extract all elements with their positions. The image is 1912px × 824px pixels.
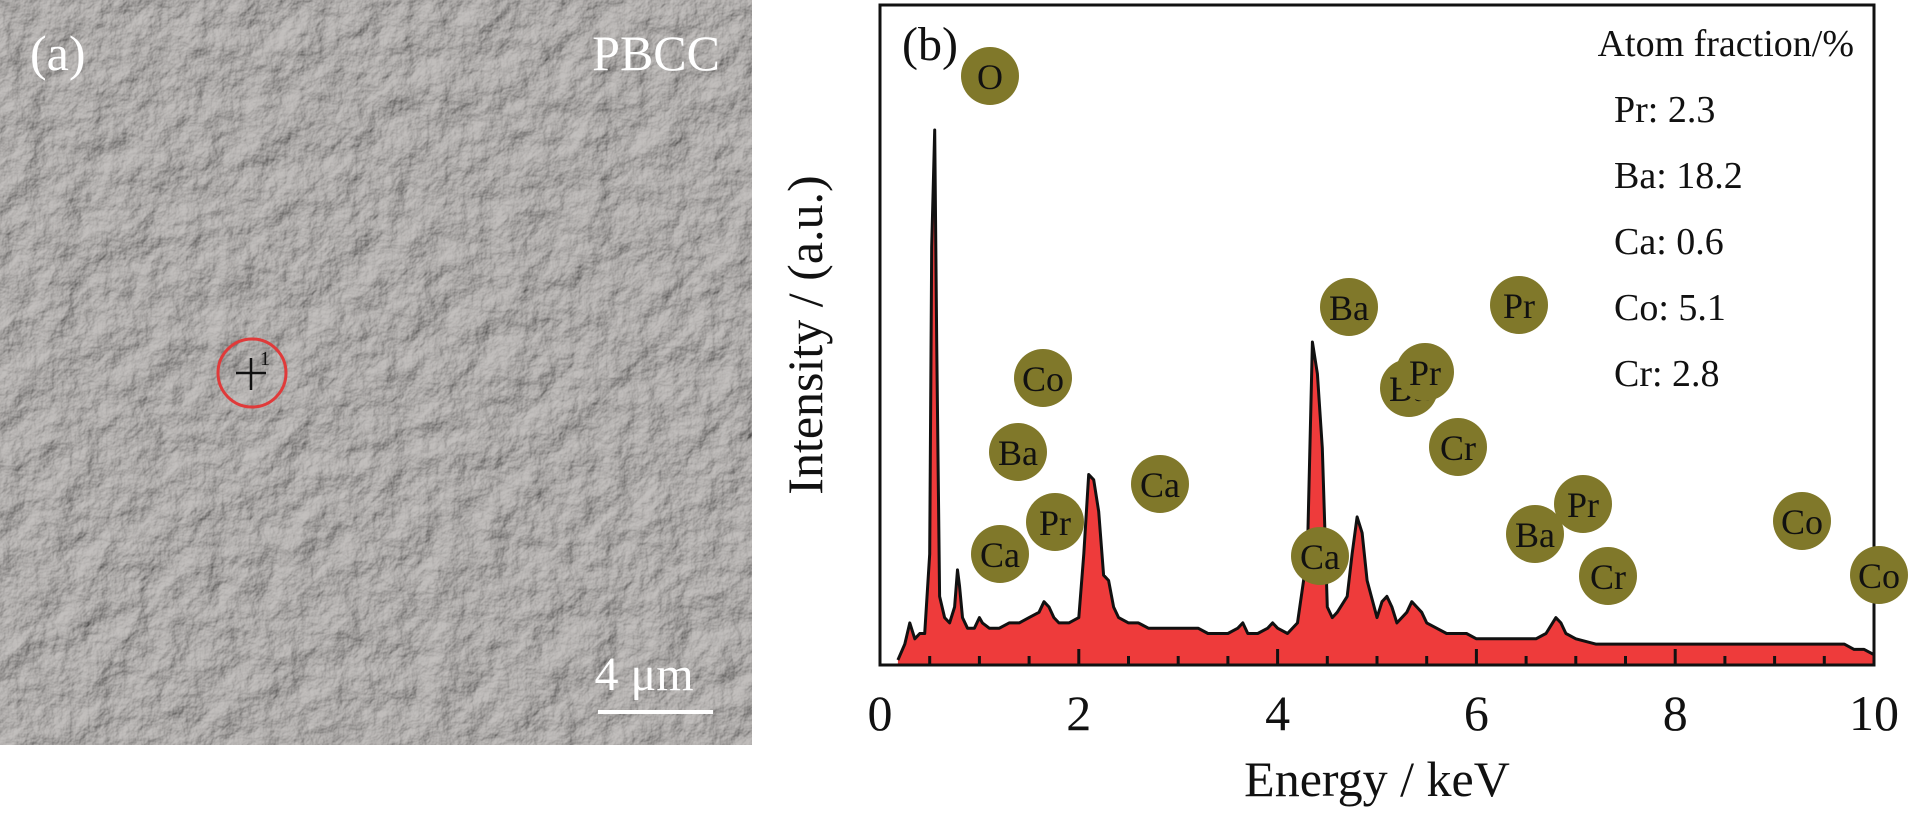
- peak-marker-ca: Ca: [1131, 455, 1189, 513]
- peak-marker-label: Ca: [1140, 465, 1180, 505]
- x-tick-label: 8: [1663, 685, 1688, 741]
- plot-frame: [878, 3, 1876, 667]
- panel-a-label: (a): [30, 25, 86, 81]
- peak-marker-circle: [1429, 418, 1487, 476]
- panel-b-label: (b): [902, 18, 958, 71]
- peak-marker-ca: Ca: [1291, 527, 1349, 585]
- sample-name: PBCC: [592, 25, 720, 81]
- peak-marker-pr: Pr: [1554, 475, 1612, 533]
- peak-marker-label: Co: [1858, 556, 1900, 596]
- peak-marker-circle: [989, 423, 1047, 481]
- y-axis-label: Intensity / (a.u.): [777, 175, 833, 494]
- peak-marker-circle: [1131, 455, 1189, 513]
- atom-fraction-annotation: Atom fraction/% Pr: 2.3 Ba: 18.2 Ca: 0.6…: [1598, 23, 1854, 395]
- peak-marker-co: Co: [1850, 546, 1908, 604]
- x-tick-label: 10: [1849, 685, 1899, 741]
- scale-bar-label: 4 μm: [594, 648, 693, 701]
- axis-ticks: 0 2 4 6 8 10: [868, 649, 1899, 741]
- peak-marker-co: Co: [1773, 492, 1831, 550]
- point-circle: [216, 337, 288, 409]
- peak-marker-label: Pr: [1039, 503, 1071, 543]
- analysis-point-marker: 1: [216, 337, 288, 409]
- peak-marker-label: Ba: [1329, 288, 1369, 328]
- peak-marker-label: Pr: [1503, 286, 1535, 326]
- annotation-title: Atom fraction/%: [1598, 23, 1854, 65]
- peak-marker-ba: Ba: [1320, 278, 1378, 336]
- peak-marker-label: O: [977, 57, 1003, 97]
- peak-marker-circle: [1396, 343, 1454, 401]
- x-axis-label: Energy / keV: [1244, 751, 1510, 807]
- peak-marker-label: Pr: [1567, 485, 1599, 525]
- x-tick-label: 2: [1066, 685, 1091, 741]
- spectrum-line: [896, 128, 1875, 661]
- annotation-line-ca: Ca: 0.6: [1614, 221, 1724, 263]
- peak-marker-label: Co: [1022, 359, 1064, 399]
- peak-marker-circle: [1014, 349, 1072, 407]
- sem-image: (a) PBCC 1 4 μm: [0, 0, 752, 745]
- peak-marker-circle: [1579, 547, 1637, 605]
- peak-marker-circle: [1320, 278, 1378, 336]
- peak-marker-circle: [1490, 276, 1548, 334]
- x-tick-label: 4: [1265, 685, 1290, 741]
- peak-marker-label: Ba: [1515, 515, 1555, 555]
- annotation-line-ba: Ba: 18.2: [1614, 155, 1743, 197]
- annotation-line-co: Co: 5.1: [1614, 287, 1726, 329]
- peak-marker-cr: Cr: [1579, 547, 1637, 605]
- x-tick-label: 6: [1464, 685, 1489, 741]
- point-label: 1: [260, 348, 270, 370]
- peak-marker-ca: Ca: [971, 525, 1029, 583]
- peak-marker-circle: [1850, 546, 1908, 604]
- peak-marker-ba: Ba: [989, 423, 1047, 481]
- peak-marker-label: Pr: [1409, 353, 1441, 393]
- peak-marker-label: Ba: [998, 433, 1038, 473]
- annotation-line-cr: Cr: 2.8: [1614, 353, 1720, 395]
- peak-marker-label: Co: [1781, 502, 1823, 542]
- peak-marker-label: Cr: [1590, 557, 1626, 597]
- peak-marker-o: O: [961, 47, 1019, 105]
- plot-area: [896, 128, 1875, 665]
- peak-marker-circle: [1773, 492, 1831, 550]
- peak-marker-cr: Cr: [1429, 418, 1487, 476]
- peak-marker-label: Cr: [1440, 428, 1476, 468]
- x-tick-label: 0: [868, 685, 893, 741]
- peak-marker-pr: Pr: [1490, 276, 1548, 334]
- peak-marker-co: Co: [1014, 349, 1072, 407]
- peak-marker-circle: [1554, 475, 1612, 533]
- peak-marker-label: Ca: [980, 535, 1020, 575]
- scale-bar: [598, 710, 713, 714]
- peak-marker-circle: [1026, 493, 1084, 551]
- sem-grain-texture: [0, 0, 752, 745]
- peak-marker-circle: [961, 47, 1019, 105]
- peak-marker-ba: Ba: [1506, 505, 1564, 563]
- peak-marker-pr: Pr: [1026, 493, 1084, 551]
- peak-marker-circle: [971, 525, 1029, 583]
- peak-marker-pr: Pr: [1396, 343, 1454, 401]
- sem-micrograph-panel: (a) PBCC 1 4 μm: [0, 0, 752, 745]
- peak-markers: OCoBaPrCaCaCaBaBaPrCrPrBaPrCrCoCo: [961, 47, 1908, 605]
- peak-marker-circle: [1506, 505, 1564, 563]
- annotation-line-pr: Pr: 2.3: [1614, 89, 1715, 131]
- peak-marker-circle: [1291, 527, 1349, 585]
- peak-marker-label: Ca: [1300, 537, 1340, 577]
